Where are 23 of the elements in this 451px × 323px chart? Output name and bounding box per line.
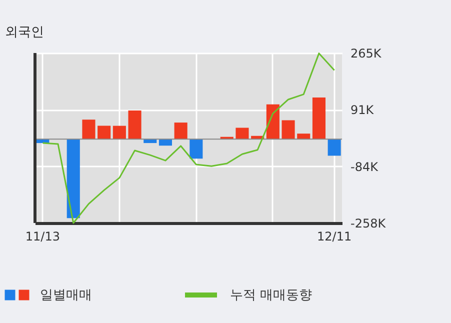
bar [128, 110, 142, 140]
bar [190, 139, 203, 159]
y-tick-label: -84K [350, 160, 380, 174]
line-series [42, 52, 336, 224]
bar [66, 139, 80, 218]
y-tick-label: -258K [350, 216, 387, 230]
x-tick-label: 12/11 [317, 230, 352, 244]
legend-label: 일별매매 [40, 288, 92, 303]
y-tick-label: 265K [350, 46, 382, 60]
bar [82, 120, 96, 140]
bar [174, 122, 188, 140]
x-tick-label: 11/13 [25, 230, 60, 244]
bar [312, 98, 326, 140]
bar [112, 126, 126, 140]
bar [236, 128, 249, 140]
bar [158, 139, 172, 146]
bar [297, 134, 310, 140]
bar [328, 139, 341, 156]
y-tick-label: 91K [350, 103, 375, 118]
bar [282, 120, 295, 140]
legend-label: 누적 매매동향 [230, 288, 312, 303]
chart-title: 외국인 [4, 25, 44, 40]
bar [98, 126, 111, 140]
